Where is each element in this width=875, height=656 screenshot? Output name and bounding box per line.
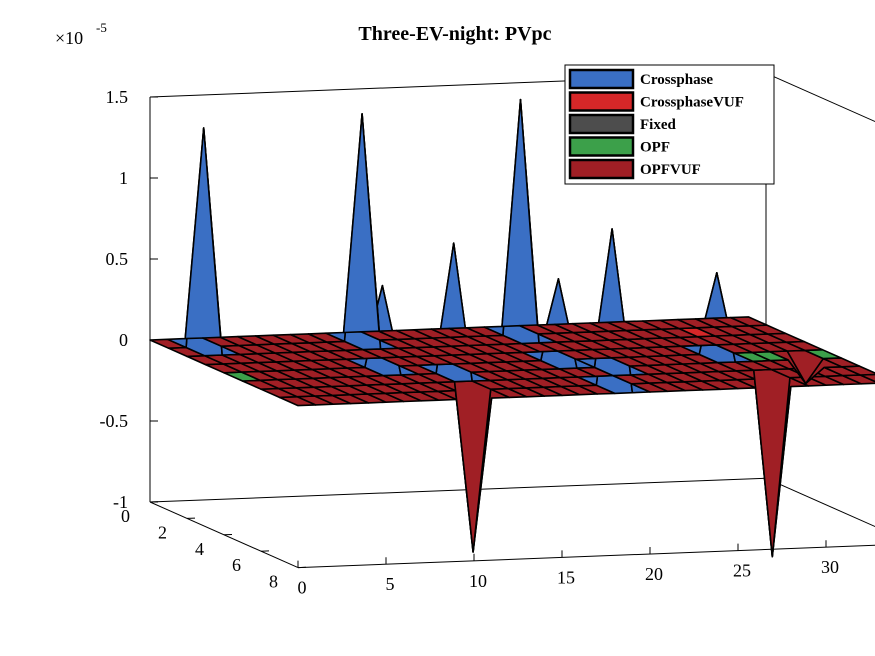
legend-label: Crossphase [640, 72, 713, 88]
floor-right-edge [765, 477, 875, 528]
surface-cell [342, 113, 381, 341]
z-tick-label: 0.5 [106, 249, 129, 269]
x-axis-line [297, 544, 875, 569]
z-exponent-power: -5 [96, 20, 107, 35]
y-tick-label: 0 [121, 506, 130, 526]
legend-label: Fixed [640, 117, 676, 133]
x-tick-label: 5 [386, 574, 395, 594]
y-tick-label: 6 [232, 555, 241, 575]
y-tick-label: 2 [158, 522, 167, 542]
legend-swatch [568, 68, 635, 90]
floor-back-edge [149, 477, 767, 503]
surface-cell [453, 380, 492, 553]
legend-label: OPFVUF [640, 162, 701, 178]
legend-swatch [568, 158, 635, 180]
x-tick-label: 30 [821, 557, 839, 577]
z-tick-label: -0.5 [100, 411, 129, 431]
legend-label: CrossphaseVUF [640, 95, 744, 111]
x-tick-label: 10 [469, 571, 487, 591]
surface-cell [729, 316, 768, 327]
right-top-edge [765, 72, 875, 123]
legend: Crossphase CrossphaseVUF Fixed OPF OPFVUF [564, 64, 775, 185]
chart-title: Three-EV-night: PVpc [358, 23, 551, 45]
x-tick-label: 20 [645, 564, 663, 584]
z-exponent-base: ×10 [55, 28, 83, 48]
z-tick-label: -1 [113, 492, 128, 512]
z-tick-label: 1 [119, 168, 128, 188]
legend-swatch [568, 91, 635, 112]
y-tick-label: 8 [269, 572, 278, 592]
z-tick-label: 1.5 [106, 87, 129, 107]
x-tick-label: 0 [298, 578, 307, 598]
surface-cell [501, 98, 539, 335]
legend-label: OPF [640, 140, 670, 156]
x-tick-label: 25 [733, 561, 751, 581]
y-tick-label: 4 [195, 539, 204, 559]
surface-cell [184, 127, 223, 348]
surface-cell [752, 368, 791, 558]
z-tick-label: 0 [119, 330, 128, 350]
axis-ticks: -1-0.500.511.50510152025303502468 [100, 87, 840, 598]
x-tick-label: 15 [557, 567, 575, 587]
legend-swatch [568, 113, 635, 135]
surface-plot [149, 98, 875, 558]
legend-swatch [568, 136, 635, 157]
